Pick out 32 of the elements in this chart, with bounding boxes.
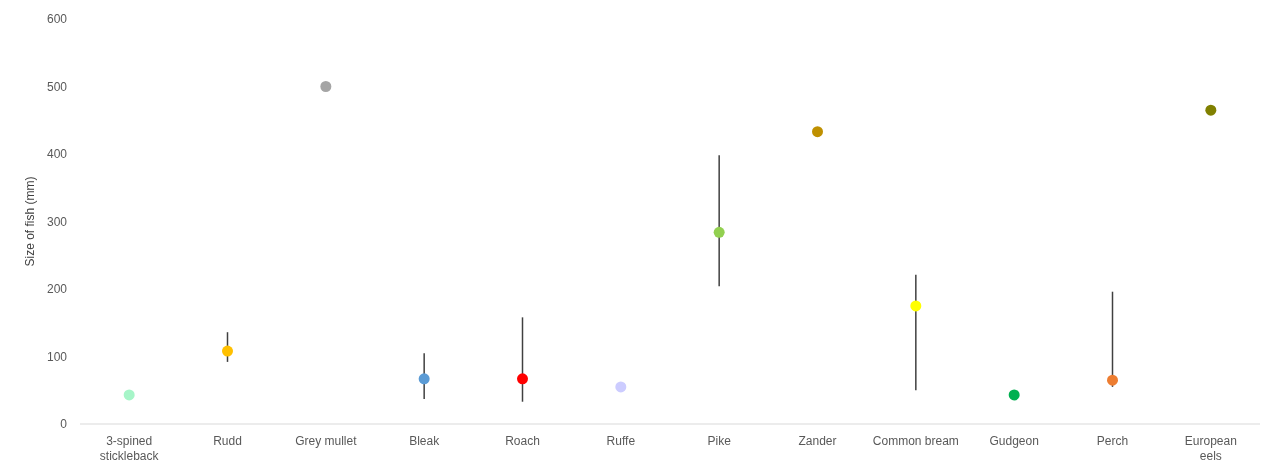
point bbox=[910, 300, 922, 312]
point bbox=[222, 345, 233, 357]
point bbox=[1107, 374, 1118, 386]
x-tick-label: European eels bbox=[1184, 434, 1237, 463]
x-tick-label: Roach bbox=[505, 434, 540, 448]
point bbox=[418, 373, 430, 385]
x-tick-label: Common bream bbox=[872, 434, 959, 448]
x-tick-label: Bleak bbox=[409, 434, 441, 448]
point bbox=[1205, 104, 1217, 116]
point bbox=[123, 389, 135, 401]
point bbox=[615, 381, 627, 393]
point bbox=[320, 81, 332, 92]
y-tick-label: 600 bbox=[46, 12, 68, 27]
x-tick-label: Gudgeon bbox=[989, 434, 1039, 448]
x-tick-label: Perch bbox=[1096, 434, 1129, 448]
y-tick-label: 500 bbox=[46, 79, 68, 94]
x-tick-label: Rudd bbox=[213, 434, 242, 448]
point bbox=[812, 126, 823, 138]
x-tick-label: Zander bbox=[798, 434, 837, 448]
point bbox=[713, 226, 725, 238]
y-tick-label: 200 bbox=[46, 282, 68, 297]
y-tick-label: 100 bbox=[46, 349, 68, 364]
x-tick-label: Pike bbox=[707, 434, 732, 448]
point bbox=[1008, 389, 1020, 401]
x-tick-label: Ruffe bbox=[606, 434, 636, 448]
y-axis-title: Size of fish (mm) bbox=[23, 176, 37, 267]
y-tick-label: 0 bbox=[60, 417, 68, 432]
x-tick-label: Grey mullet bbox=[295, 434, 358, 448]
y-tick-label: 300 bbox=[46, 214, 68, 229]
y-tick-label: 400 bbox=[46, 147, 68, 162]
x-tick-label: 3-spined stickleback bbox=[99, 434, 160, 463]
point bbox=[517, 373, 528, 385]
